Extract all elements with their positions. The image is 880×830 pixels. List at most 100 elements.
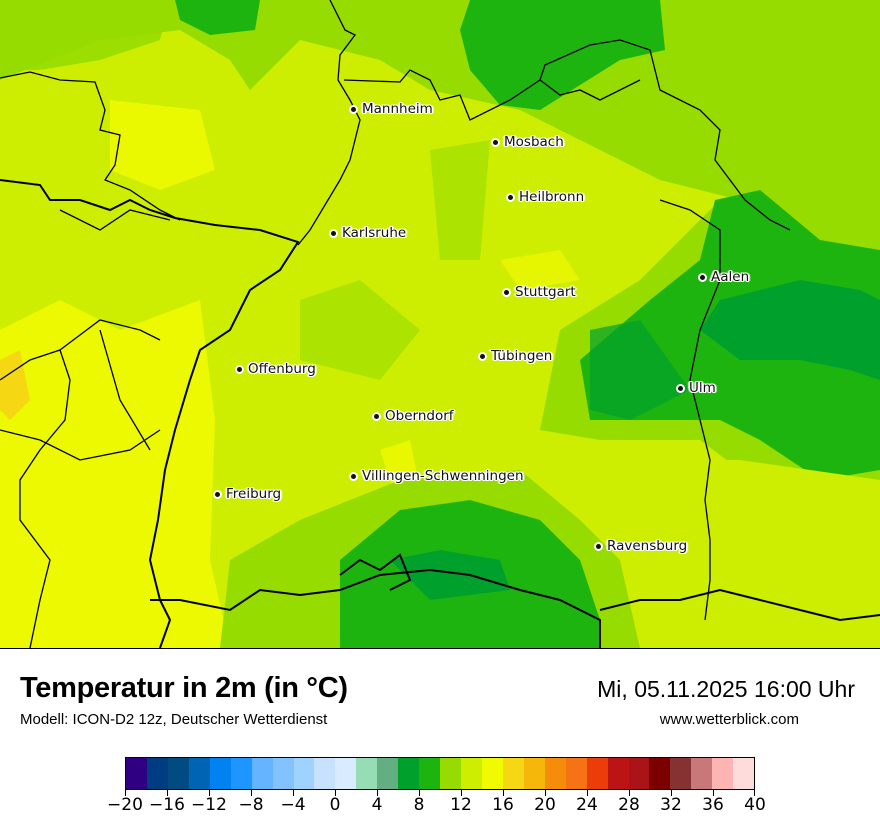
city-name: Heilbronn (519, 189, 585, 205)
colorbar-bin (565, 758, 587, 789)
city-marker: Aalen (700, 269, 749, 285)
colorbar-bin (440, 758, 461, 789)
city-name: Aalen (711, 269, 750, 285)
city-name: Ravensburg (607, 538, 688, 554)
colorbar-tick (671, 790, 672, 796)
city-dot-icon (678, 385, 683, 391)
city-dot-icon (596, 543, 601, 549)
colorbar-bin (733, 758, 755, 789)
colorbar-bin (293, 758, 315, 789)
colorbar-tick (503, 790, 504, 796)
colorbar-bin (377, 758, 399, 789)
city-marker: Offenburg (237, 361, 316, 377)
colorbar-bin (167, 758, 189, 789)
colorbar-bin (649, 758, 671, 789)
city-marker: Ulm (678, 380, 716, 396)
colorbar-bin (335, 758, 357, 789)
colorbar-ticks: −20 −16 −12 −8 −4 0 4 8 12 16 20 24 28 32 36 40 (107, 790, 766, 830)
temperature-map: Mannheim Mosbach Heilbronn Karlsruhe Aalen St… (0, 0, 880, 649)
city-name: Stuttgart (515, 284, 576, 300)
colorbar-tick (461, 790, 462, 796)
city-dot-icon (493, 139, 498, 145)
colorbar-tick-label: 4 (371, 795, 383, 815)
colorbar-tick (335, 790, 336, 796)
colorbar-bin (628, 758, 650, 789)
city-dot-icon (700, 274, 705, 280)
city-dot-icon (480, 353, 485, 359)
model-source: Modell: ICON-D2 12z, Deutscher Wetterdie… (20, 711, 328, 728)
city-name: Oberndorf (385, 408, 454, 424)
colorbar-bin (314, 758, 336, 789)
colorbar-tick-label: 0 (329, 795, 341, 815)
city-marker: Villingen-Schwenningen (351, 468, 524, 484)
colorbar-bin (188, 758, 210, 789)
colorbar-tick (754, 790, 755, 796)
colorbar-tick-label: −8 (238, 795, 264, 815)
colorbar-tick (587, 790, 588, 796)
temperature-colorbar (125, 757, 755, 790)
colorbar-bin (502, 758, 524, 789)
colorbar-bin (670, 758, 692, 789)
colorbar-tick-label: 40 (744, 795, 766, 815)
colorbar-tick-label: 24 (576, 795, 598, 815)
colorbar-tick (377, 790, 378, 796)
colorbar-bin (419, 758, 441, 789)
city-dot-icon (508, 194, 513, 200)
colorbar-bin (586, 758, 608, 789)
city-name: Villingen-Schwenningen (362, 468, 524, 484)
colorbar-bin (230, 758, 252, 789)
city-dot-icon (374, 413, 379, 419)
colorbar-bin (481, 758, 503, 789)
colorbar-tick (545, 790, 546, 796)
colorbar-tick-label: −4 (280, 795, 306, 815)
colorbar-bin (712, 758, 734, 789)
city-name: Karlsruhe (342, 225, 407, 241)
colorbar-bin (398, 758, 420, 789)
city-dot-icon (351, 473, 356, 479)
colorbar-bin (523, 758, 545, 789)
city-dot-icon (331, 230, 336, 236)
forecast-datetime: Mi, 05.11.2025 16:00 Uhr (597, 676, 855, 702)
colorbar-tick-label: −20 (107, 795, 143, 815)
colorbar-tick (419, 790, 420, 796)
colorbar-tick (251, 790, 252, 796)
colorbar-tick (125, 790, 126, 796)
website-link[interactable]: www.wetterblick.com (659, 711, 799, 728)
colorbar-tick (629, 790, 630, 796)
city-marker: Mosbach (493, 134, 564, 150)
city-name: Offenburg (248, 361, 316, 377)
city-marker: Ravensburg (596, 538, 687, 554)
colorbar-tick-label: 32 (660, 795, 682, 815)
colorbar-tick-label: 36 (702, 795, 724, 815)
colorbar-bin (251, 758, 273, 789)
colorbar-bin (126, 758, 147, 789)
colorbar-bin (272, 758, 294, 789)
colorbar-tick (293, 790, 294, 796)
colorbar-tick (167, 790, 168, 796)
temperature-field (0, 0, 880, 648)
colorbar-tick-label: 8 (413, 795, 425, 815)
colorbar-tick-label: 28 (618, 795, 640, 815)
colorbar-tick-label: 16 (492, 795, 514, 815)
city-marker: Karlsruhe (331, 225, 406, 241)
colorbar-tick (713, 790, 714, 796)
city-marker: Oberndorf (374, 408, 454, 424)
colorbar-bin (209, 758, 231, 789)
city-name: Ulm (689, 380, 716, 396)
colorbar-bin (356, 758, 378, 789)
city-dot-icon (215, 491, 220, 497)
colorbar-tick-label: 12 (450, 795, 472, 815)
city-dot-icon (237, 366, 242, 372)
city-marker: Heilbronn (508, 189, 584, 205)
city-name: Tübingen (491, 348, 553, 364)
city-dot-icon (351, 106, 356, 112)
colorbar-tick-label: −16 (149, 795, 185, 815)
colorbar-tick-label: 20 (534, 795, 556, 815)
colorbar-bin (146, 758, 168, 789)
city-name: Mannheim (362, 101, 433, 117)
city-name: Freiburg (226, 486, 282, 502)
colorbar-bin (607, 758, 629, 789)
city-marker: Freiburg (215, 486, 281, 502)
colorbar-bin (691, 758, 713, 789)
city-marker: Stuttgart (504, 284, 576, 300)
